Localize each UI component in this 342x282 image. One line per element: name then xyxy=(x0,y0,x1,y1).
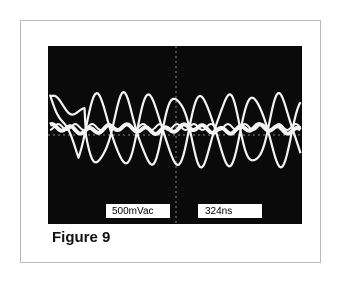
volts-label: 500mVac xyxy=(112,206,154,217)
page: {"figure": {"labels": ["500mVac", "324ns… xyxy=(0,0,342,282)
figure-caption: Figure 9 xyxy=(52,229,110,246)
time-label: 324ns xyxy=(205,206,232,217)
